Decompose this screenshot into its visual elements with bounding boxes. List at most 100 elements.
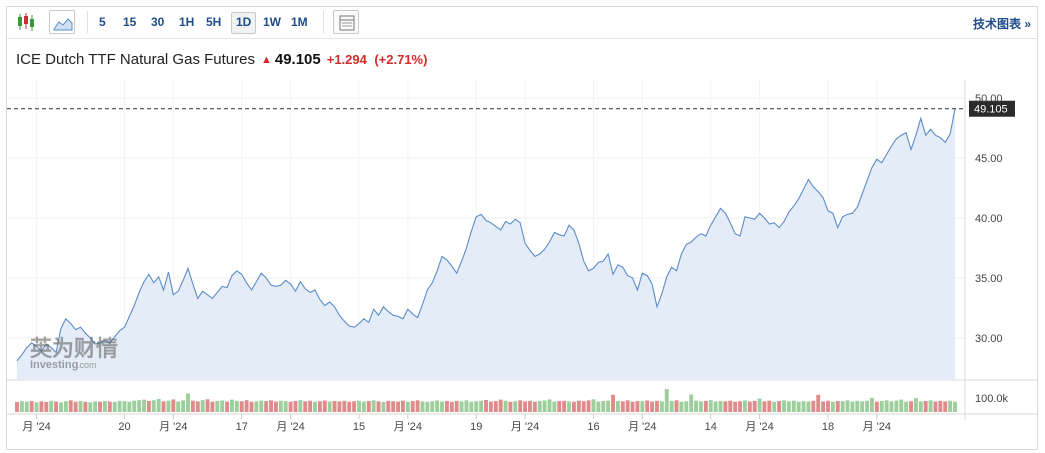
- volume-bar: [611, 394, 615, 412]
- volume-bar: [15, 402, 19, 412]
- volume-bar: [821, 401, 826, 412]
- volume-bar: [401, 400, 405, 412]
- volume-bar: [537, 401, 542, 412]
- volume-bar: [586, 400, 591, 412]
- volume-bar: [298, 400, 303, 412]
- volume-bar: [474, 401, 479, 412]
- volume-bar: [645, 400, 650, 412]
- table-icon[interactable]: [333, 10, 359, 34]
- last-price: 49.105: [274, 51, 321, 68]
- volume-bar: [249, 401, 254, 412]
- volume-bar: [801, 401, 806, 412]
- timeframe-30[interactable]: 30: [151, 15, 165, 29]
- toolbar-separator: [87, 11, 88, 33]
- x-tick-label: 月 '24: [628, 421, 656, 433]
- investing-watermark: 英为财情 Investing .com: [30, 336, 118, 371]
- y-tick-label: 35.00: [975, 273, 1003, 285]
- volume-bar: [371, 400, 376, 412]
- x-tick-label: 14: [705, 421, 717, 433]
- volume-bar: [112, 401, 117, 412]
- timeframe-15[interactable]: 15: [123, 15, 137, 29]
- volume-bar: [513, 401, 518, 412]
- volume-bar: [161, 401, 166, 412]
- timeframe-1w[interactable]: 1W: [263, 15, 281, 29]
- volume-bar: [186, 393, 190, 412]
- volume-bar: [484, 399, 488, 412]
- volume-bar: [630, 401, 635, 412]
- volume-bar: [684, 401, 689, 412]
- volume-bar: [796, 401, 801, 412]
- volume-bar: [166, 400, 171, 412]
- volume-bar: [293, 401, 298, 412]
- price-change: +1.294: [326, 52, 367, 67]
- current-price-label-bg: [969, 100, 1015, 117]
- volume-bar: [865, 400, 870, 412]
- volume-bar: [195, 401, 200, 412]
- volume-bar: [308, 400, 313, 412]
- volume-bar: [855, 400, 860, 412]
- volume-bar: [806, 401, 811, 412]
- volume-bar: [738, 401, 742, 412]
- volume-bar: [723, 401, 728, 412]
- volume-bar: [713, 401, 718, 412]
- price-area: [16, 108, 956, 381]
- volume-bar: [83, 401, 88, 412]
- volume-bar: [625, 400, 630, 412]
- volume-bar: [576, 400, 581, 412]
- volume-bar: [24, 401, 29, 412]
- timeframe-1h[interactable]: 1H: [179, 15, 195, 29]
- volume-bar: [352, 401, 357, 412]
- volume-bar: [850, 401, 855, 412]
- candlestick-icon[interactable]: [13, 10, 39, 34]
- timeframe-1d[interactable]: 1D: [231, 12, 257, 34]
- volume-bar: [273, 401, 278, 412]
- chart-toolbar: 5 15 30 1H 5H 1D 1W 1M 技术图表 »: [7, 7, 1037, 39]
- volume-bar: [479, 400, 484, 412]
- volume-bar: [757, 398, 762, 412]
- volume-bar: [606, 400, 611, 412]
- timeframe-5[interactable]: 5: [99, 15, 106, 29]
- volume-bar: [459, 401, 464, 412]
- volume-bar: [29, 401, 34, 412]
- volume-bar: [44, 401, 49, 412]
- volume-bar: [122, 401, 127, 412]
- volume-bar: [547, 399, 552, 412]
- volume-bar: [488, 401, 493, 412]
- volume-bar: [230, 399, 234, 412]
- volume-bar: [752, 400, 757, 412]
- volume-bar: [791, 400, 796, 412]
- area-chart-icon[interactable]: [49, 10, 75, 34]
- volume-bar: [59, 402, 63, 412]
- volume-bar: [381, 401, 386, 412]
- volume-bar: [322, 400, 327, 412]
- volume-bar: [762, 401, 767, 412]
- volume-bar: [830, 401, 835, 412]
- volume-bar: [63, 401, 68, 412]
- x-tick-label: 月 '24: [22, 421, 50, 433]
- volume-bar: [127, 401, 132, 412]
- volume-bar: [811, 400, 816, 412]
- y-tick-label: 50.00: [975, 93, 1003, 105]
- volume-bar: [88, 402, 93, 412]
- volume-bar: [117, 400, 122, 412]
- timeframe-1m[interactable]: 1M: [291, 15, 308, 29]
- volume-bar: [874, 401, 879, 412]
- volume-bar: [508, 401, 513, 412]
- volume-bar: [215, 401, 220, 412]
- timeframe-5h[interactable]: 5H: [206, 15, 222, 29]
- volume-bar: [640, 401, 645, 412]
- technical-chart-link[interactable]: 技术图表 »: [972, 17, 1031, 31]
- volume-bar: [205, 399, 210, 412]
- volume-bar: [733, 401, 738, 412]
- volume-bar: [327, 401, 332, 412]
- volume-bar: [200, 400, 205, 412]
- x-tick-label: 月 '24: [745, 421, 773, 433]
- volume-bar: [444, 401, 449, 412]
- volume-bar: [933, 401, 938, 412]
- volume-bar: [782, 400, 786, 412]
- volume-bar: [581, 401, 586, 412]
- volume-bar: [396, 401, 401, 412]
- arrow-up-icon: ▲: [260, 54, 272, 66]
- volume-bar: [93, 401, 98, 412]
